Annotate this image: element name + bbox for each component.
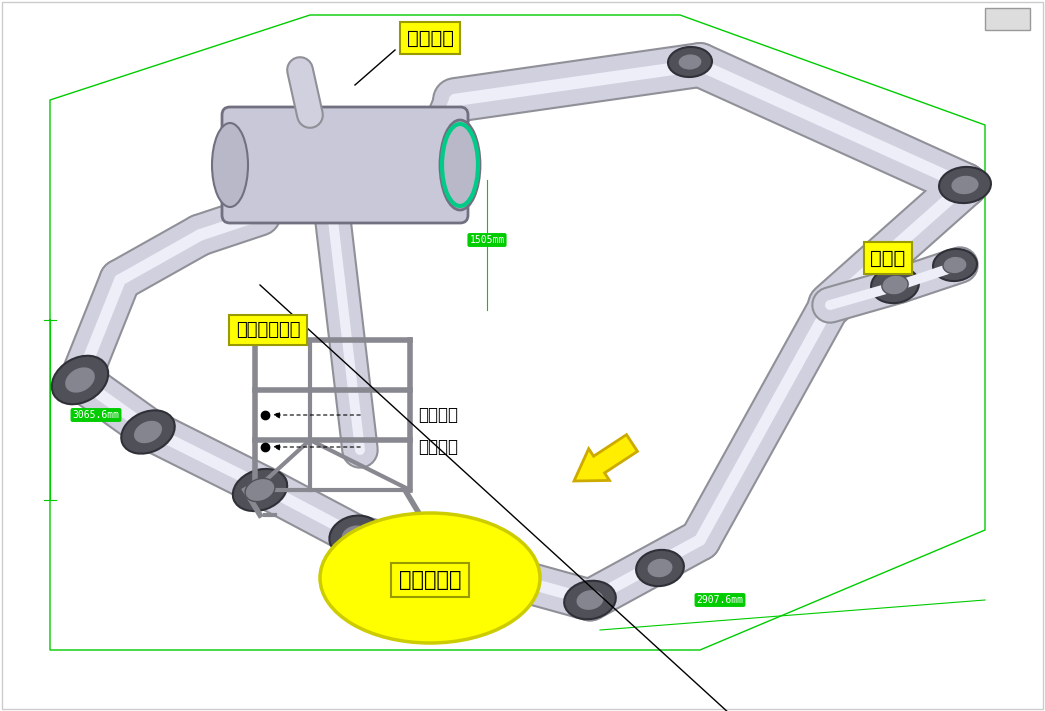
- Ellipse shape: [943, 256, 967, 274]
- Ellipse shape: [134, 420, 163, 444]
- Text: 압력제어밸브: 압력제어밸브: [236, 321, 300, 339]
- Ellipse shape: [647, 558, 673, 578]
- Ellipse shape: [121, 410, 175, 454]
- Ellipse shape: [668, 47, 712, 77]
- Ellipse shape: [245, 479, 275, 501]
- Ellipse shape: [329, 515, 380, 557]
- Bar: [985, 8, 1030, 30]
- Ellipse shape: [341, 525, 369, 547]
- Text: 압력센서: 압력센서: [418, 438, 458, 456]
- Text: 1505mm: 1505mm: [469, 235, 505, 245]
- Ellipse shape: [65, 367, 95, 393]
- Ellipse shape: [576, 589, 604, 611]
- Text: 2907.6mm: 2907.6mm: [697, 595, 743, 605]
- Ellipse shape: [933, 249, 977, 281]
- Ellipse shape: [872, 267, 919, 303]
- FancyBboxPatch shape: [222, 107, 468, 223]
- Ellipse shape: [320, 513, 540, 643]
- Ellipse shape: [440, 120, 480, 210]
- Ellipse shape: [939, 167, 991, 203]
- Text: 유량계: 유량계: [870, 249, 906, 267]
- Ellipse shape: [564, 581, 616, 619]
- Text: 온도센서: 온도센서: [418, 406, 458, 424]
- Ellipse shape: [52, 356, 109, 405]
- Ellipse shape: [636, 550, 683, 586]
- Text: 열교환기: 열교환기: [407, 28, 454, 48]
- Text: 3065.6mm: 3065.6mm: [72, 410, 119, 420]
- Ellipse shape: [678, 54, 702, 70]
- Ellipse shape: [882, 275, 908, 295]
- Ellipse shape: [951, 175, 979, 195]
- Text: 헬륨순환기: 헬륨순환기: [399, 570, 461, 590]
- Ellipse shape: [212, 123, 248, 207]
- FancyArrow shape: [574, 434, 637, 481]
- Ellipse shape: [233, 469, 287, 511]
